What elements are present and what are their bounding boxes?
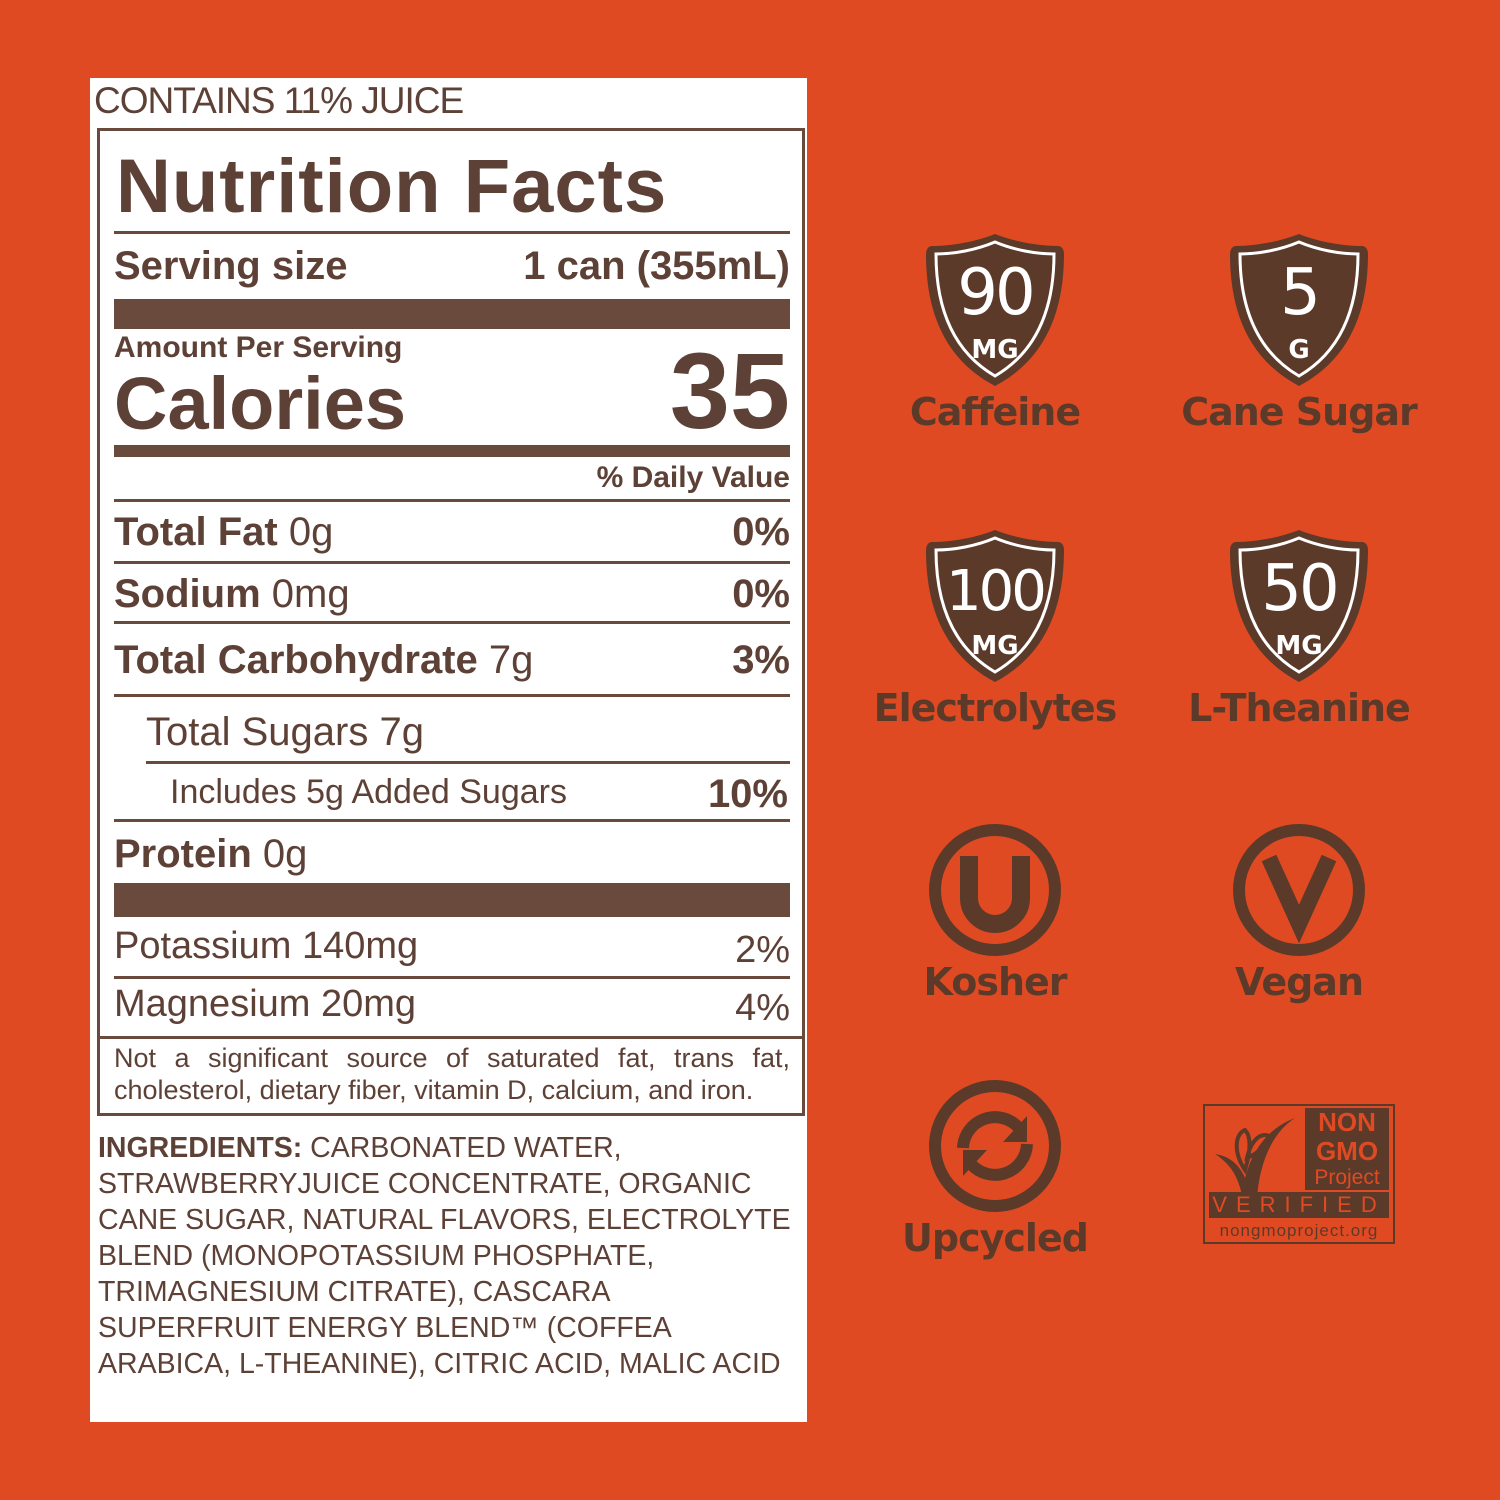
row-total-sugars: Total Sugars 7g: [146, 710, 424, 754]
row-potassium: Potassium 140mg: [114, 925, 419, 967]
badge-upcycled: Upcycled: [845, 1076, 1145, 1262]
serving-size-value: 1 can (355mL): [523, 244, 790, 288]
dv-added-sugars: 10%: [707, 772, 788, 816]
badge-label: L-Theanine: [1188, 686, 1411, 730]
daily-value-header: % Daily Value: [596, 461, 790, 494]
badge-vegan: Vegan: [1149, 820, 1449, 1006]
nongmo-line1: NON: [1318, 1107, 1376, 1137]
serving-size-label: Serving size: [114, 244, 348, 288]
shield-icon: 50 MG: [1230, 530, 1368, 682]
badge-cane-sugar: 5 G Cane Sugar: [1149, 230, 1449, 436]
badge-caffeine: 90 MG Caffeine: [845, 230, 1145, 436]
calories-label: Calories: [114, 362, 407, 445]
juice-content: CONTAINS 11% JUICE: [94, 80, 464, 121]
nutrition-title: Nutrition Facts: [116, 144, 668, 229]
nutrition-label: CONTAINS 11% JUICE Nutrition Facts Servi…: [90, 78, 807, 1422]
vegan-v-icon: [1233, 824, 1365, 956]
dv-magnesium: 4%: [735, 987, 790, 1029]
amount-per-serving: Amount Per Serving: [114, 331, 403, 364]
nongmo-verified: VERIFIED: [1209, 1192, 1389, 1218]
badge-label: Cane Sugar: [1181, 390, 1418, 434]
calories-value: 35: [669, 330, 790, 451]
badge-label: Upcycled: [902, 1216, 1089, 1260]
row-protein: Protein 0g: [114, 832, 308, 876]
badge-unit: MG: [1275, 631, 1322, 661]
badge-value: 100: [946, 559, 1044, 624]
ingredients: INGREDIENTS: CARBONATED WATER, STRAWBERR…: [98, 1132, 791, 1380]
row-added-sugars: Includes 5g Added Sugars: [170, 773, 567, 811]
badge-kosher: Kosher: [845, 820, 1145, 1006]
badge-label: Kosher: [923, 960, 1067, 1004]
shield-icon: 90 MG: [926, 234, 1064, 386]
badge-electrolytes: 100 MG Electrolytes: [845, 526, 1145, 732]
upcycle-arrows-icon: [929, 1080, 1061, 1212]
nongmo-line3: Project: [1314, 1166, 1380, 1189]
footnote-line1: Not a significant source of saturated fa…: [114, 1043, 790, 1073]
footnote-line2: cholesterol, dietary fiber, vitamin D, c…: [114, 1075, 754, 1105]
row-magnesium: Magnesium 20mg: [114, 983, 417, 1025]
badge-unit: MG: [971, 631, 1018, 661]
badge-unit: MG: [971, 335, 1018, 365]
dv-sodium: 0%: [732, 572, 790, 616]
dv-total-carbohydrate: 3%: [732, 638, 790, 682]
shield-icon: 5G: [1230, 234, 1368, 386]
badge-value: 5: [1280, 256, 1318, 330]
nongmo-url: nongmoproject.org: [1219, 1221, 1379, 1240]
row-total-fat: Total Fat 0g: [114, 510, 334, 554]
dv-potassium: 2%: [735, 929, 790, 971]
row-sodium: Sodium 0mg: [114, 572, 350, 616]
badge-label: Vegan: [1235, 960, 1364, 1004]
badge-value: 90: [957, 256, 1032, 330]
dv-total-fat: 0%: [732, 510, 790, 554]
nongmo-line2: GMO: [1315, 1136, 1379, 1166]
butterfly-plant-icon: [1215, 1118, 1295, 1200]
non-gmo-verified-logo: NON GMO Project VERIFIED nongmoproject.o…: [1203, 1104, 1395, 1244]
nutrition-facts-panel: Nutrition Facts Serving size 1 can (355m…: [97, 128, 805, 1116]
badge-l-theanine: 50 MG L-Theanine: [1149, 526, 1449, 732]
row-total-carbohydrate: Total Carbohydrate 7g: [114, 638, 534, 682]
kosher-u-icon: [929, 824, 1061, 956]
badge-label: Caffeine: [909, 390, 1081, 434]
shield-icon: 100 MG: [926, 530, 1064, 682]
badge-label: Electrolytes: [873, 686, 1118, 730]
badge-value: 50: [1261, 552, 1336, 626]
badge-unit: G: [1288, 335, 1309, 365]
